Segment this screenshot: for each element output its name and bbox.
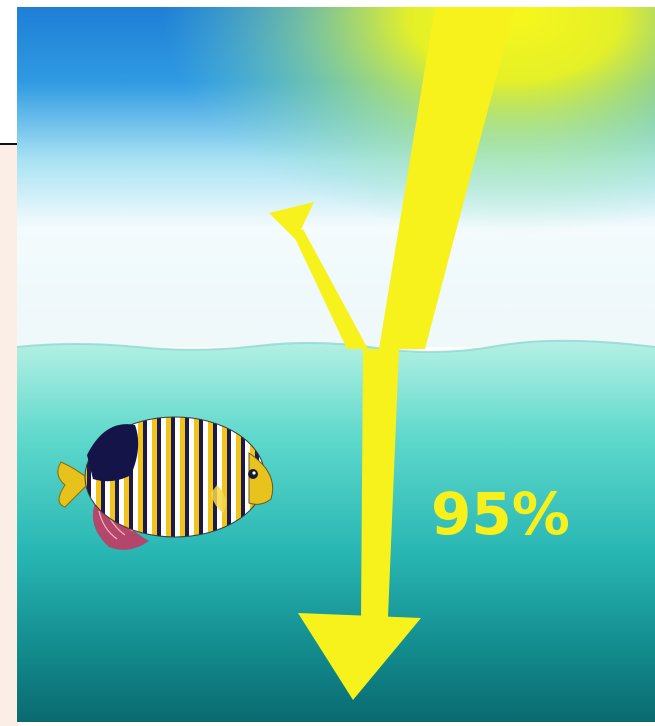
incoming-sunlight-beam [379,7,515,349]
reflected-light-arrow [293,229,368,349]
side-panel [0,145,18,726]
angelfish-icon [57,416,274,550]
top-left-rule [0,143,20,145]
transmitted-light-arrow [361,349,399,617]
sunlight-reflection-illustration: 95% [17,7,655,722]
transmitted-light-arrowhead [298,613,421,700]
transmitted-percent-label: 95% [431,480,570,548]
reflected-light-arrowhead [269,202,314,240]
water-surface-line [17,339,655,354]
